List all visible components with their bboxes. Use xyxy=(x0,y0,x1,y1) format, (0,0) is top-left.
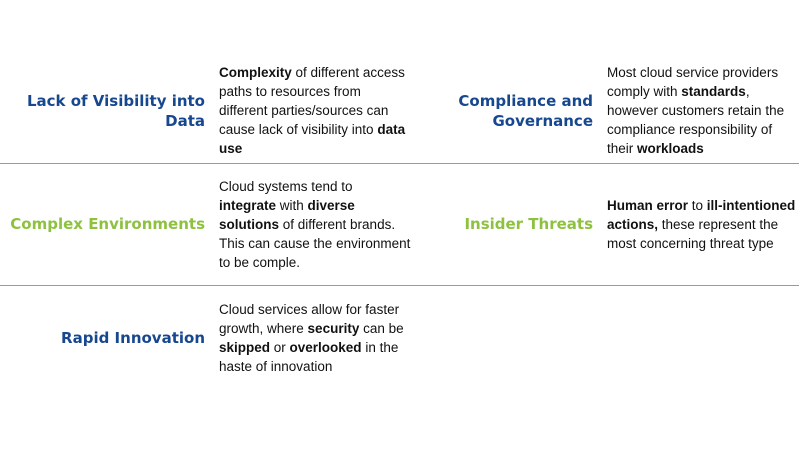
bold-text: Human error xyxy=(607,197,689,213)
risk-description: Cloud services allow for faster growth, … xyxy=(219,285,411,390)
text: these represent the most concerning thre… xyxy=(607,216,779,251)
risk-title: Rapid Innovation xyxy=(0,285,205,390)
text: can be xyxy=(359,320,404,336)
risk-description-text: Cloud systems tend to integrate with div… xyxy=(219,177,411,272)
risk-title-text: Complex Environments xyxy=(10,215,205,233)
risk-title-text: Insider Threats xyxy=(464,215,593,233)
risk-description-text: Most cloud service providers comply with… xyxy=(607,63,799,158)
risk-description: Cloud systems tend to integrate with div… xyxy=(219,163,411,285)
risk-description: Human error to ill-intentioned actions, … xyxy=(607,163,799,285)
row-divider xyxy=(0,285,799,286)
bold-text: standards xyxy=(681,84,746,99)
risk-description: Complexity of different access paths to … xyxy=(219,58,411,163)
row-divider xyxy=(0,163,799,164)
risk-description-text: Complexity of different access paths to … xyxy=(219,63,411,158)
risk-title: Lack of Visibility into Data xyxy=(0,58,205,163)
risk-row: Lack of Visibility into Data Complexity o… xyxy=(0,58,799,163)
risk-title: Insider Threats xyxy=(400,163,593,285)
text: of different access paths to resources f… xyxy=(219,65,405,137)
risk-title-text: Rapid Innovation xyxy=(61,328,205,347)
risk-title-text: Compliance and Governance xyxy=(458,91,593,130)
text: with xyxy=(276,197,308,213)
risk-title-text: Lack of Visibility into Data xyxy=(26,91,205,130)
bold-text: security xyxy=(307,320,360,336)
bold-text: diverse solutions xyxy=(219,197,355,232)
text: in the haste of innovation xyxy=(219,339,399,374)
bold-text: Complexity xyxy=(219,65,292,80)
risk-description-text: Cloud services allow for faster growth, … xyxy=(219,300,411,376)
bold-text: skipped xyxy=(219,339,271,355)
risk-description-text: Human error to ill-intentioned actions, … xyxy=(607,196,799,253)
risk-title: Compliance and Governance xyxy=(400,58,593,163)
text: Cloud systems tend to xyxy=(219,178,353,194)
bold-text: ill-intentioned actions, xyxy=(607,197,796,232)
risk-title: Complex Environments xyxy=(0,163,205,285)
text: Most cloud service providers comply with xyxy=(607,65,779,99)
risk-row: Rapid Innovation Cloud services allow for… xyxy=(0,285,799,390)
bold-text: data use xyxy=(219,122,406,156)
text: to xyxy=(688,197,707,213)
text: of different brands. This can cause the … xyxy=(219,216,411,270)
risk-description: Most cloud service providers comply with… xyxy=(607,58,799,163)
text: , however customers retain the complianc… xyxy=(607,84,785,156)
risk-row: Complex Environments Cloud systems tend t… xyxy=(0,163,799,285)
bold-text: overlooked xyxy=(289,339,362,355)
text: or xyxy=(270,339,290,355)
bold-text: integrate xyxy=(219,197,277,213)
text: Cloud services allow for faster growth, … xyxy=(219,301,400,336)
bold-text: workloads xyxy=(637,141,704,156)
